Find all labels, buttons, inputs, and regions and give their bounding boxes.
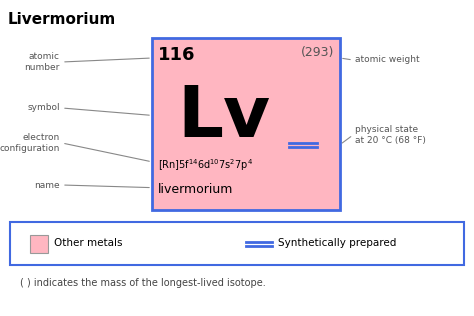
Text: $\mathregular{[Rn]5f^{14}6d^{10}7s^{2}7p^{4}}$: $\mathregular{[Rn]5f^{14}6d^{10}7s^{2}7p…	[158, 157, 253, 173]
Text: livermorium: livermorium	[158, 183, 233, 196]
Text: Other metals: Other metals	[54, 239, 122, 248]
Text: atomic weight: atomic weight	[355, 56, 419, 64]
Text: physical state
at 20 °C (68 °F): physical state at 20 °C (68 °F)	[355, 125, 426, 145]
Text: Livermorium: Livermorium	[8, 12, 116, 27]
Text: Lv: Lv	[177, 82, 270, 152]
Text: symbol: symbol	[27, 104, 60, 112]
Text: 116: 116	[158, 46, 195, 64]
Bar	[10, 222, 464, 265]
Text: Synthetically prepared: Synthetically prepared	[278, 239, 396, 248]
Text: (293): (293)	[301, 46, 334, 59]
Bar	[152, 38, 340, 210]
Text: electron
configuration: electron configuration	[0, 133, 60, 153]
Text: ( ) indicates the mass of the longest-lived isotope.: ( ) indicates the mass of the longest-li…	[20, 278, 266, 288]
Bar	[30, 234, 48, 252]
Text: atomic
number: atomic number	[25, 52, 60, 72]
Text: name: name	[35, 180, 60, 190]
